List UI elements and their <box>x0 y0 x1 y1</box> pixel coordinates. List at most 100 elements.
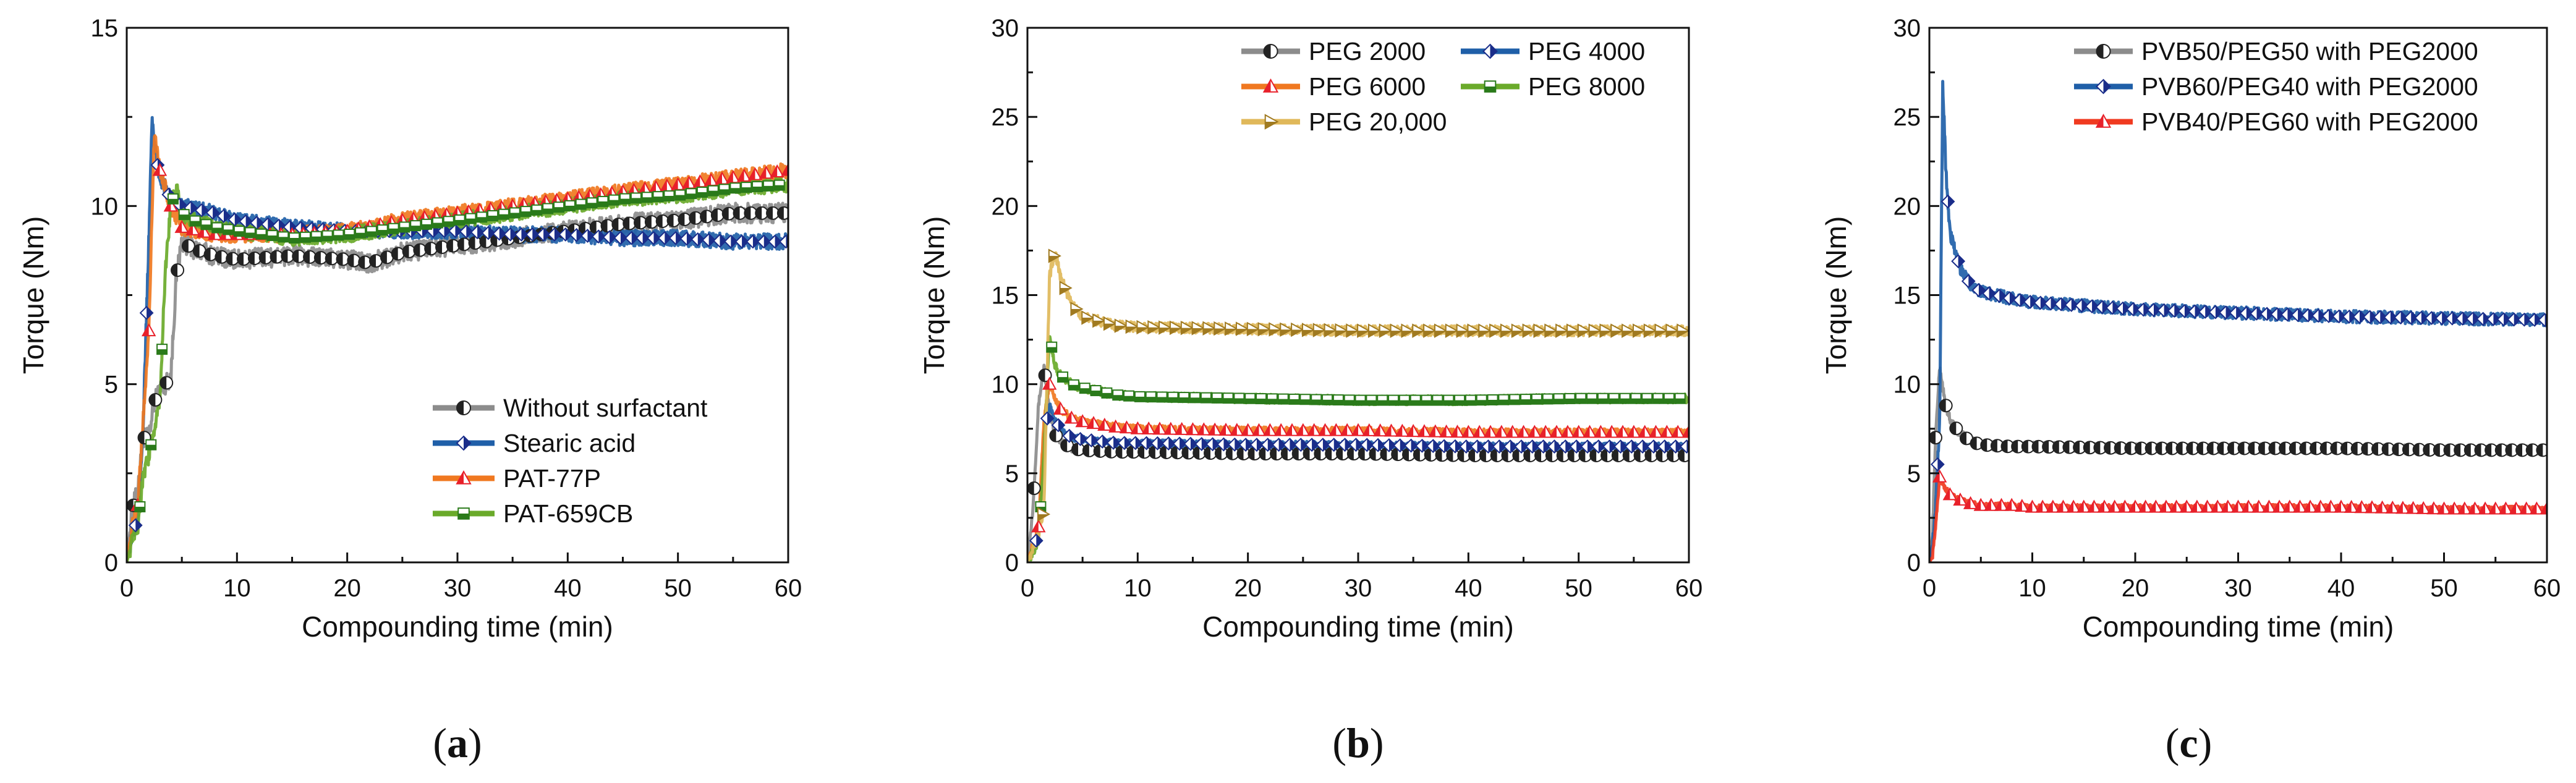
data-point <box>1538 425 1553 438</box>
data-point <box>1174 421 1189 435</box>
data-point <box>2272 499 2287 513</box>
data-point <box>1238 438 1253 452</box>
panel-letter: b <box>1346 719 1370 766</box>
y-tick-label: 15 <box>1894 282 1921 310</box>
data-point <box>613 231 628 245</box>
data-point <box>1982 286 1996 301</box>
legend-item: PAT-659CB <box>433 499 633 528</box>
x-tick-label: 30 <box>444 575 472 602</box>
data-point <box>1930 457 1945 472</box>
data-point <box>1428 424 1443 438</box>
legend-label: PAT-659CB <box>503 499 633 528</box>
data-point <box>660 178 674 192</box>
data-point <box>1654 323 1668 338</box>
data-point <box>630 192 642 204</box>
data-point <box>1145 391 1157 403</box>
data-point <box>1081 310 1095 325</box>
data-point <box>1610 323 1624 338</box>
data-point <box>2517 312 2531 327</box>
data-point <box>700 210 714 224</box>
data-point <box>189 215 201 227</box>
data-point <box>2134 441 2148 455</box>
data-point <box>289 232 300 244</box>
data-point <box>569 227 584 242</box>
data-point <box>2200 499 2215 513</box>
data-point <box>2344 499 2359 513</box>
data-point <box>752 180 763 192</box>
data-point <box>1478 323 1492 338</box>
data-point <box>139 305 154 320</box>
data-point <box>1246 321 1260 337</box>
data-point <box>2423 442 2437 457</box>
data-point <box>1070 302 1084 316</box>
data-point <box>1560 425 1575 438</box>
panel-letter: c <box>2179 719 2198 766</box>
data-point <box>413 243 427 257</box>
data-point <box>1542 393 1554 405</box>
data-point <box>2383 310 2398 324</box>
data-point <box>1939 399 1953 413</box>
data-point <box>1575 392 1587 404</box>
data-point <box>1949 421 1963 436</box>
data-point <box>1586 392 1598 404</box>
data-point <box>2196 441 2210 455</box>
data-point <box>2115 301 2130 316</box>
data-point <box>2261 499 2277 513</box>
data-point <box>2498 501 2514 515</box>
data-point <box>216 209 231 223</box>
data-point <box>1379 323 1392 338</box>
data-point <box>2445 311 2460 326</box>
data-point <box>1384 423 1399 437</box>
x-tick-label: 50 <box>664 575 692 602</box>
data-point <box>2476 311 2491 326</box>
data-point <box>1566 323 1580 338</box>
data-point <box>2447 501 2462 515</box>
data-point <box>1269 322 1282 337</box>
data-point <box>1479 449 1493 462</box>
legend-label: PEG 20,000 <box>1309 108 1447 136</box>
data-point <box>1260 438 1275 452</box>
legend-item: PEG 20,000 <box>1241 108 1447 136</box>
data-point <box>1214 321 1227 336</box>
data-point <box>1340 423 1354 436</box>
data-point <box>608 194 620 206</box>
data-point <box>1558 439 1573 454</box>
series-line-1-4 <box>1027 251 1689 562</box>
data-point <box>2221 499 2235 513</box>
data-point <box>1544 323 1558 338</box>
data-point <box>2021 439 2035 454</box>
data-point <box>1351 423 1366 436</box>
data-point <box>1599 323 1613 338</box>
data-point <box>2436 501 2452 515</box>
data-point <box>1648 425 1664 438</box>
data-point <box>2270 307 2285 321</box>
data-point <box>2488 501 2503 515</box>
data-point <box>1277 393 1289 405</box>
data-point <box>1665 323 1679 338</box>
data-point <box>1498 394 1510 405</box>
data-point <box>1432 394 1443 406</box>
x-tick-label: 30 <box>2224 575 2252 602</box>
data-point <box>376 224 388 236</box>
data-point <box>145 439 157 451</box>
data-point <box>1963 496 1978 509</box>
data-point <box>600 219 614 233</box>
data-point <box>2455 311 2470 326</box>
data-point <box>278 231 289 243</box>
data-point <box>2169 499 2184 513</box>
legend: PVB50/PEG50 with PEG2000 PVB60/PEG40 with… <box>2074 37 2478 136</box>
data-point <box>2105 300 2120 315</box>
panel-caption: (a) <box>433 719 482 766</box>
data-point <box>358 255 372 269</box>
data-point <box>1057 371 1069 383</box>
data-point <box>1059 281 1073 295</box>
data-point <box>657 231 672 245</box>
data-point <box>2457 501 2472 515</box>
data-point <box>641 192 653 203</box>
data-point <box>270 250 284 264</box>
y-tick-label: 15 <box>992 282 1019 310</box>
data-point <box>647 231 661 245</box>
data-point <box>410 220 422 232</box>
data-point <box>770 164 784 177</box>
panel-caption: (b) <box>1332 719 1384 766</box>
